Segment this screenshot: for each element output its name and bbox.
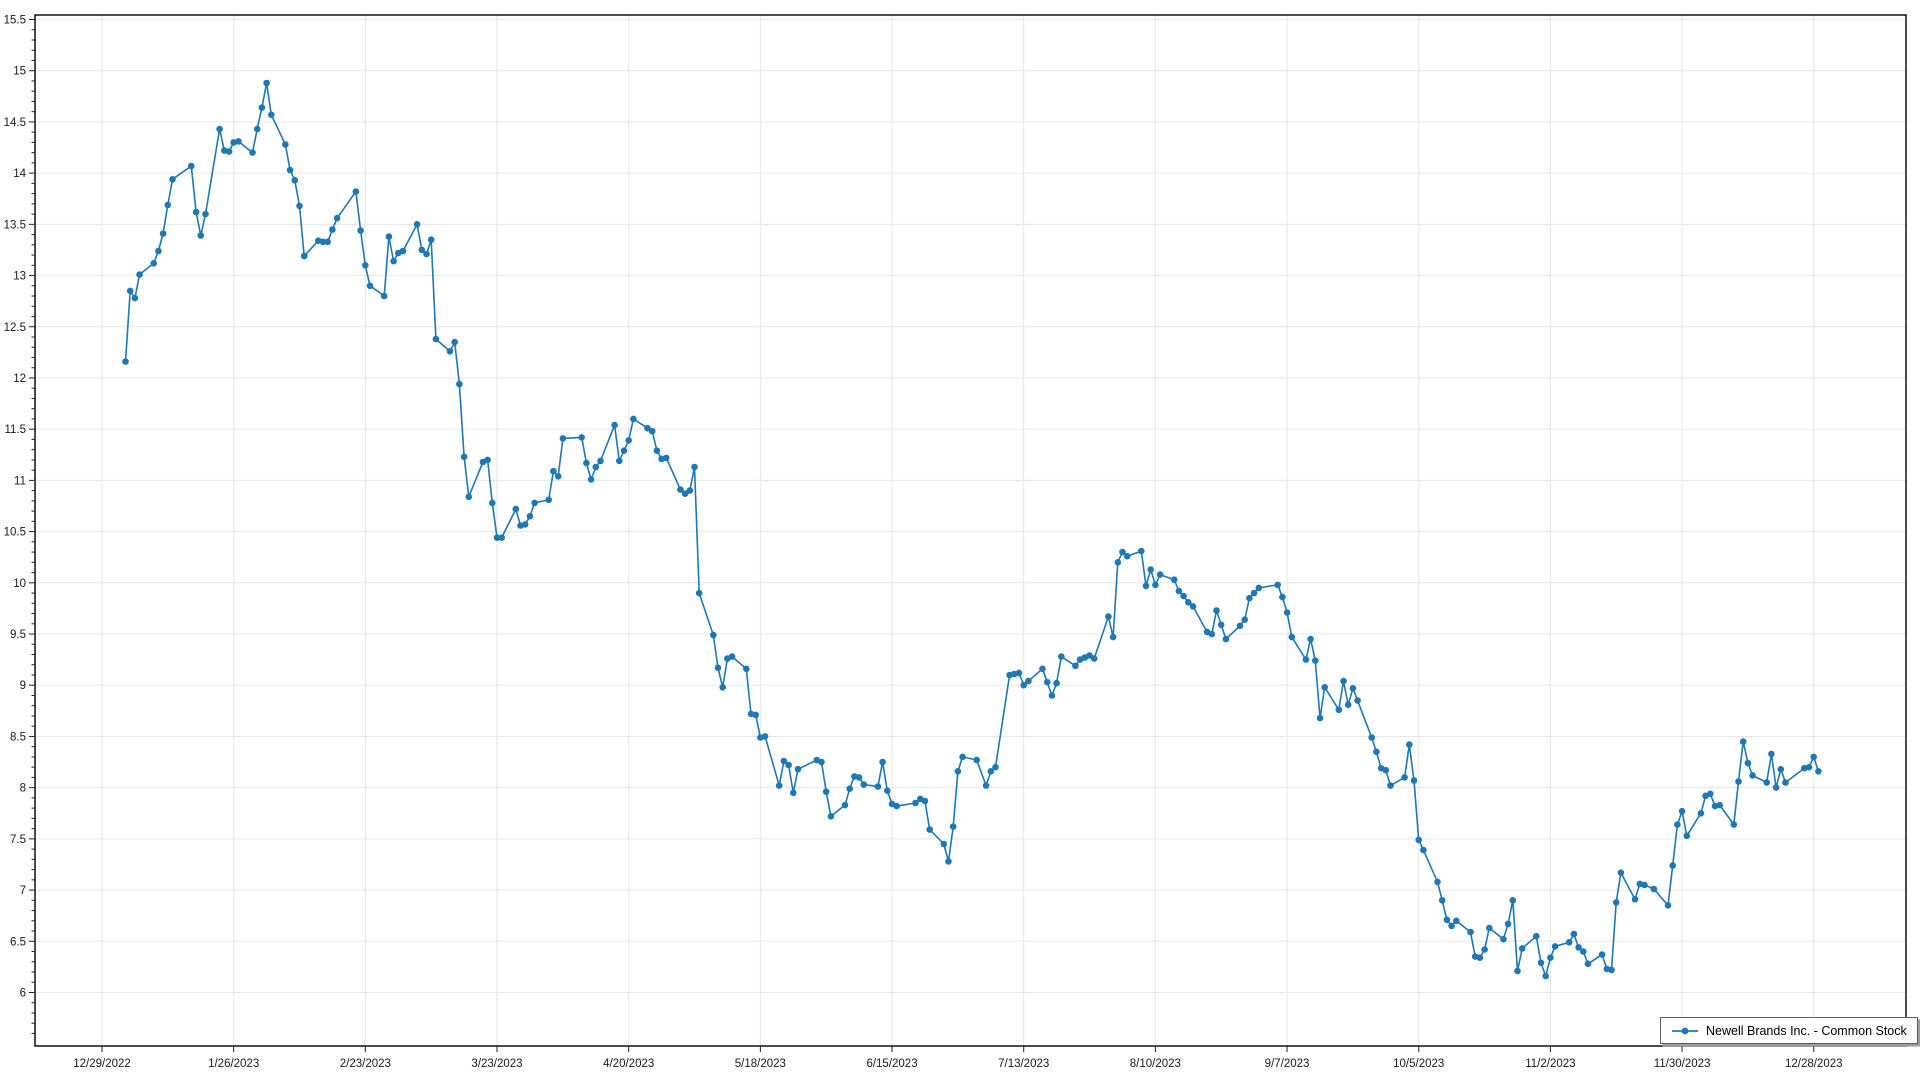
svg-text:12: 12	[13, 373, 26, 385]
y-axis-ticks	[29, 19, 35, 1034]
svg-text:5/18/2023: 5/18/2023	[735, 1058, 786, 1070]
svg-text:8/10/2023: 8/10/2023	[1130, 1058, 1181, 1070]
svg-text:8.5: 8.5	[10, 731, 26, 743]
x-gridlines	[101, 15, 1815, 1046]
svg-text:6/15/2023: 6/15/2023	[866, 1058, 917, 1070]
svg-text:15: 15	[13, 66, 26, 78]
svg-text:14: 14	[13, 168, 26, 180]
svg-text:14.5: 14.5	[4, 117, 26, 129]
series-marker-icon	[1671, 1026, 1699, 1036]
svg-text:15.5: 15.5	[4, 15, 26, 27]
svg-text:11/2/2023: 11/2/2023	[1525, 1058, 1575, 1070]
svg-text:9.5: 9.5	[10, 629, 26, 641]
svg-text:9: 9	[20, 680, 26, 692]
y-axis-labels: 15.5 15 14.5 14 13.5 13 12.5 12 11.5 11 10.5 10 9.5 9…	[4, 15, 27, 1000]
svg-text:8: 8	[20, 783, 26, 795]
svg-text:12.5: 12.5	[4, 322, 26, 334]
svg-text:10/5/2023: 10/5/2023	[1393, 1058, 1444, 1070]
svg-text:3/23/2023: 3/23/2023	[471, 1058, 522, 1070]
svg-text:12/29/2022: 12/29/2022	[73, 1058, 131, 1070]
svg-text:7: 7	[20, 885, 26, 897]
x-axis-labels: 12/29/2022 1/26/2023 2/23/2023 3/23/2023 4/2…	[73, 1058, 1842, 1070]
svg-text:10.5: 10.5	[4, 527, 26, 539]
svg-text:10: 10	[13, 578, 26, 590]
series-line	[124, 82, 1820, 977]
legend[interactable]: Newell Brands Inc. - Common Stock	[1660, 1017, 1918, 1044]
svg-text:12/28/2023: 12/28/2023	[1785, 1058, 1843, 1070]
svg-text:9/7/2023: 9/7/2023	[1265, 1058, 1310, 1070]
svg-text:11: 11	[14, 475, 26, 487]
y-gridlines	[35, 19, 1906, 993]
svg-text:11.5: 11.5	[4, 424, 26, 436]
svg-text:4/20/2023: 4/20/2023	[603, 1058, 654, 1070]
svg-text:13.5: 13.5	[4, 219, 26, 231]
plot-border	[34, 14, 1907, 1047]
x-axis-ticks	[101, 1046, 1815, 1052]
svg-text:13: 13	[13, 271, 26, 283]
svg-text:11/30/2023: 11/30/2023	[1654, 1058, 1711, 1070]
series-markers[interactable]	[122, 79, 1822, 980]
svg-text:6.5: 6.5	[10, 936, 26, 948]
svg-text:7.5: 7.5	[10, 834, 26, 846]
svg-text:7/13/2023: 7/13/2023	[998, 1058, 1049, 1070]
svg-text:2/23/2023: 2/23/2023	[340, 1058, 391, 1070]
svg-text:6: 6	[20, 987, 26, 999]
svg-text:1/26/2023: 1/26/2023	[208, 1058, 259, 1070]
legend-series-label: Newell Brands Inc. - Common Stock	[1706, 1023, 1907, 1038]
